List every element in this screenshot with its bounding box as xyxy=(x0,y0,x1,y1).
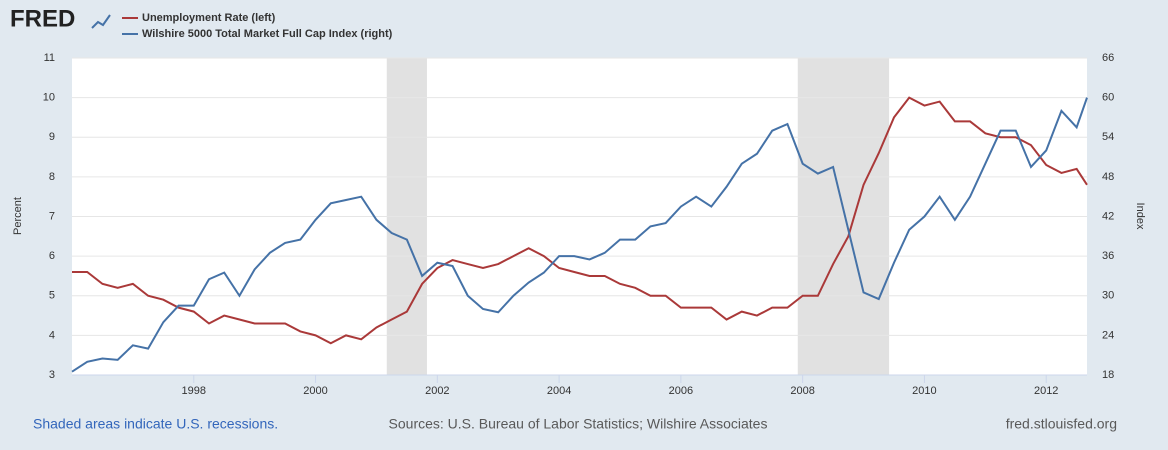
x-tick-label: 2006 xyxy=(669,385,693,397)
y-tick-label: 8 xyxy=(49,171,55,183)
logo-icon xyxy=(91,14,111,29)
series-line xyxy=(72,96,1088,345)
footer-source: Sources: U.S. Bureau of Labor Statistics… xyxy=(389,416,768,432)
footer-note[interactable]: Shaded areas indicate U.S. recessions. xyxy=(33,416,278,432)
y-tick-label: 10 xyxy=(43,92,55,104)
y2-tick-label: 36 xyxy=(1102,250,1114,262)
series-line xyxy=(71,97,1088,373)
y2-tick-label: 48 xyxy=(1102,171,1114,183)
y2-tick-label: 24 xyxy=(1102,329,1114,341)
x-tick-label: 1998 xyxy=(182,385,206,397)
y2-tick-label: 66 xyxy=(1102,52,1114,64)
x-tick-label: 2010 xyxy=(912,385,936,397)
y2-tick-label: 30 xyxy=(1102,290,1114,302)
x-tick-label: 2012 xyxy=(1034,385,1058,397)
y2-tick-label: 42 xyxy=(1102,210,1114,222)
y2-tick-label: 60 xyxy=(1102,92,1114,104)
x-tick-label: 2004 xyxy=(547,385,571,397)
x-tick-label: 2000 xyxy=(303,385,327,397)
y-axis-title: Percent xyxy=(12,197,24,235)
y-tick-label: 9 xyxy=(49,131,55,143)
y-tick-label: 5 xyxy=(49,290,55,302)
legend-label: Unemployment Rate (left) xyxy=(142,12,276,24)
x-tick-label: 2008 xyxy=(790,385,814,397)
legend-label: Wilshire 5000 Total Market Full Cap Inde… xyxy=(142,28,393,40)
y-tick-label: 11 xyxy=(44,52,55,64)
y-tick-label: 3 xyxy=(49,369,55,381)
y-tick-label: 4 xyxy=(49,329,55,341)
y-tick-label: 6 xyxy=(49,250,55,262)
y2-tick-label: 54 xyxy=(1102,131,1114,143)
x-tick-label: 2002 xyxy=(425,385,449,397)
footer-url[interactable]: fred.stlouisfed.org xyxy=(1006,416,1117,432)
logo: FRED xyxy=(10,5,75,32)
y2-tick-label: 18 xyxy=(1102,369,1114,381)
y-tick-label: 7 xyxy=(49,210,55,222)
y2-axis-title: Index xyxy=(1134,203,1146,230)
